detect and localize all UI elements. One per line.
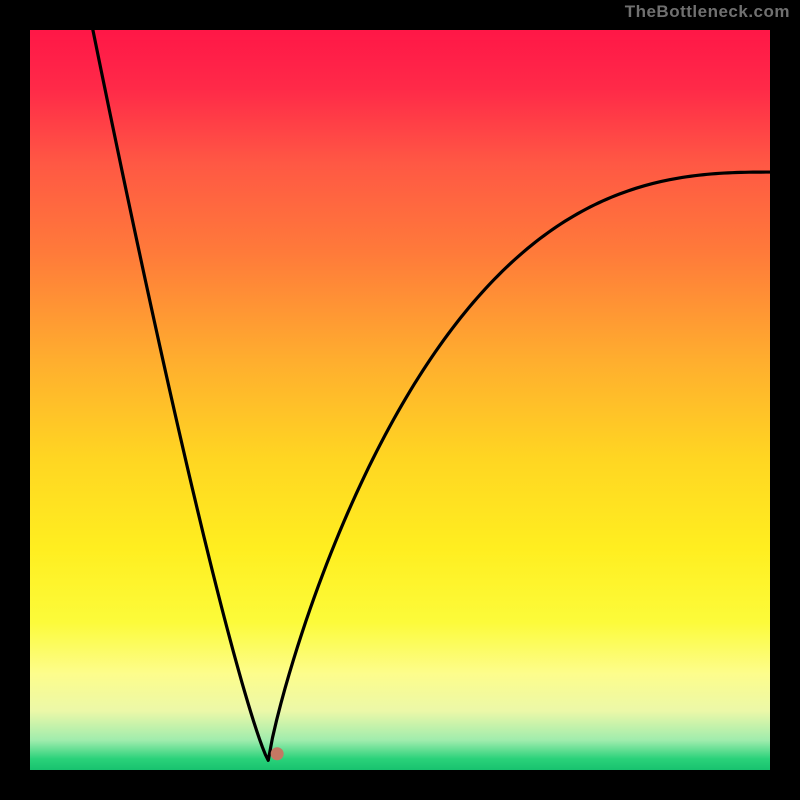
chart-container: TheBottleneck.com — [0, 0, 800, 800]
watermark-text: TheBottleneck.com — [625, 2, 790, 22]
bottleneck-chart — [0, 0, 800, 800]
